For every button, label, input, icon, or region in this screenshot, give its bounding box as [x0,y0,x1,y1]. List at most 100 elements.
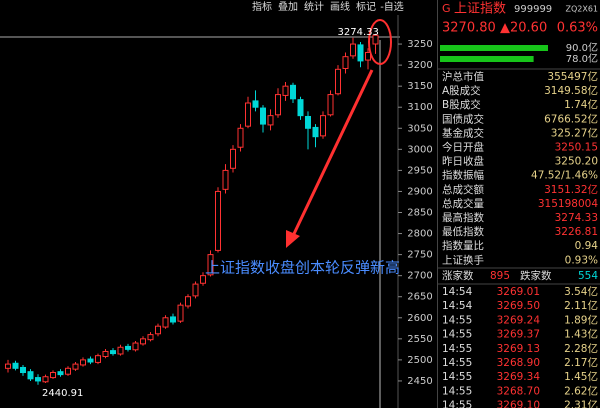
stat-label: B股成交 [442,98,481,111]
candle-body [200,275,206,284]
candle-body [342,56,349,69]
candle-body [320,115,326,137]
y-tick-label: 3250 [407,39,432,50]
y-tick-label: 2450 [407,376,432,387]
toolbar-item[interactable]: 画线 [330,0,350,13]
stat-value: 1.74亿 [564,98,598,111]
quote-code: 999999 [514,4,552,15]
volume-bar [440,56,534,62]
volume-bar [440,45,548,51]
tick-time: 14:55 [442,385,472,397]
stat-value: 3226.81 [555,226,598,238]
candle-body [125,345,131,350]
tick-price: 3269.01 [497,286,540,298]
candle-body [132,342,139,351]
stat-value: 3250.15 [555,142,598,154]
candle-body [282,85,289,96]
stat-label: 总成交量 [442,197,484,210]
tick-price: 3269.10 [497,400,540,408]
stat-label: A股成交 [442,84,481,97]
low-label: 2440.91 [42,388,83,399]
y-tick-label: 2500 [407,355,432,366]
candle-body [57,371,64,376]
candle-body [222,169,229,190]
tick-time: 14:55 [442,371,472,383]
stat-value: 355497亿 [547,70,598,83]
tick-volume: 1.43亿 [564,328,598,341]
stat-value: 3149.58亿 [544,84,598,97]
tick-volume: 2.62亿 [564,384,598,397]
tick-volume: 2.17亿 [564,356,598,369]
y-tick-label: 3050 [407,123,432,134]
y-tick-label: 3000 [407,144,432,155]
candle-body [215,190,221,251]
tick-time: 14:55 [442,329,472,341]
candle-body [260,107,266,125]
volume-label: 90.0亿 [566,41,598,54]
candle-body [207,254,214,276]
toolbar-item[interactable]: -自选 [380,0,404,13]
candle-body [177,304,184,322]
quote-badge: ZQ2X61 [565,5,598,14]
candle-body [50,372,56,379]
y-tick-label: 2850 [407,208,432,219]
tick-volume: 2.11亿 [564,299,598,312]
tick-volume: 2.28亿 [564,342,598,355]
tick-time: 14:55 [442,314,472,326]
stat-value: 47.52/1.46% [531,170,598,182]
candle-body [155,325,161,335]
quote-price: 3270.80 [442,21,496,36]
candle-body [305,115,311,129]
tick-price: 3269.13 [497,343,540,355]
arrow [290,69,374,239]
stat-label: 指数振幅 [442,169,484,182]
y-tick-label: 2900 [407,186,432,197]
stat-label: 沪总市值 [442,70,484,83]
volume-label: 78.0亿 [566,52,598,65]
stat-value: 0.93% [565,254,598,266]
stat-value: 3250.20 [555,156,598,168]
candle-body [357,44,364,62]
stat-label: 上证换手 [442,253,484,266]
breadth: 涨家数 [442,269,474,282]
candle-body [42,376,49,383]
y-tick-label: 3200 [407,60,432,71]
tick-price: 3268.90 [497,357,540,369]
candle-body [245,102,251,127]
tick-time: 14:55 [442,400,472,408]
y-tick-label: 2650 [407,292,432,303]
stat-value: 3274.33 [555,212,598,224]
candle-body [252,100,259,108]
highlight-circle [368,19,392,65]
tick-volume: 2.31亿 [564,399,598,408]
y-tick-label: 2950 [407,165,432,176]
candle-body [267,115,274,126]
tick-price: 3269.50 [497,300,540,312]
y-tick-label: 3150 [407,81,432,92]
candle-body [297,99,304,117]
stat-label: 总成交额 [442,183,484,196]
tick-price: 3269.37 [497,329,540,341]
y-tick-label: 2800 [407,229,432,240]
candle-body [350,43,356,57]
candle-body [20,366,26,374]
candle-body [110,350,116,355]
stat-value: 6766.52亿 [544,112,598,125]
candle-body [365,51,371,61]
y-tick-label: 2550 [407,334,432,345]
stat-label: 基金成交 [442,126,484,139]
candle-body [147,334,154,341]
toolbar-item[interactable]: 指标 [252,0,272,13]
toolbar-item[interactable]: 叠加 [278,1,298,13]
toolbar-item[interactable]: 统计 [304,0,324,13]
candle-body [5,363,11,369]
toolbar-item[interactable]: 标记 [356,1,376,13]
annotation: 上证指数收盘创本轮反弹新高 [205,259,400,277]
candle-body [140,338,146,345]
tick-volume: 3.54亿 [564,285,598,298]
high-label: 3274.33 [338,27,379,38]
candle-body [12,362,19,369]
candle-body [230,148,236,169]
tick-volume: 1.45亿 [564,370,598,383]
